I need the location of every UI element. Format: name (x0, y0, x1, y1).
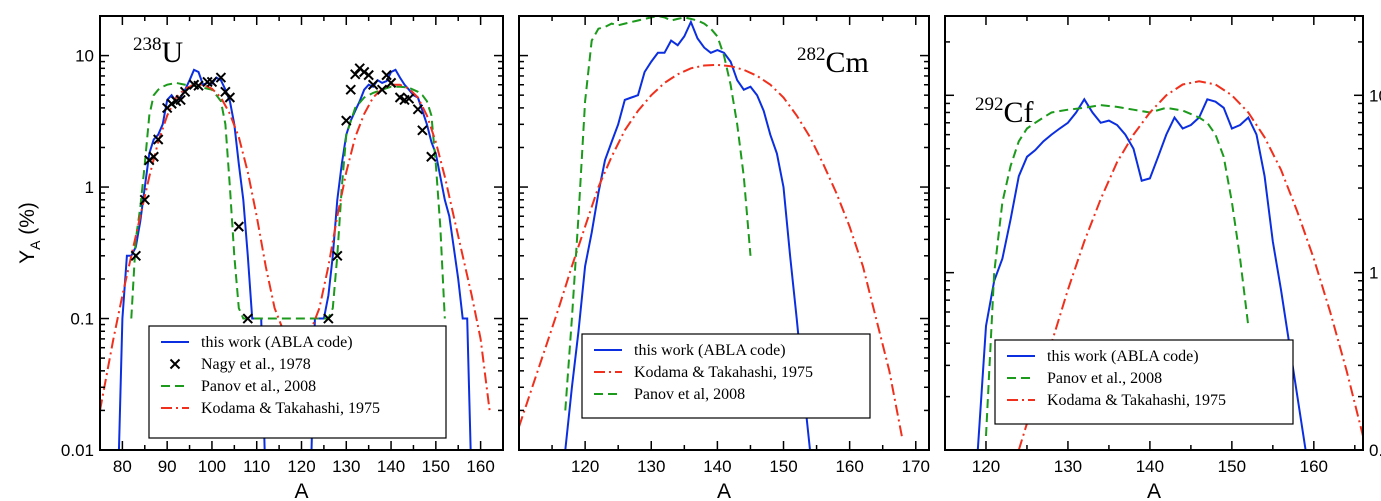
x-tick-label: 140 (1136, 457, 1164, 476)
legend: this work (ABLA code) Nagy et al., 1978 Pa… (148, 325, 447, 439)
plot-area (519, 16, 904, 450)
data-point-marker (215, 72, 227, 83)
x-axis-title: A (717, 480, 731, 501)
x-tick-label: 120 (972, 457, 1000, 476)
legend: this work (ABLA code) Kodama & Takahashi,… (581, 333, 871, 419)
legend-label: this work (ABLA code) (1047, 348, 1199, 365)
x-tick-label: 170 (902, 457, 930, 476)
series-line-3 (130, 81, 446, 320)
y-axis-title: YA (%) (16, 202, 43, 264)
data-point-marker (341, 115, 352, 126)
legend-label: this work (ABLA code) (634, 342, 786, 359)
x-tick-label: 80 (113, 457, 132, 476)
x-tick-label: 160 (466, 457, 494, 476)
x-tick-label: 130 (332, 457, 360, 476)
y-tick-label: 1 (1369, 264, 1378, 283)
x-tick-label: 150 (769, 457, 797, 476)
data-point-marker (367, 79, 379, 90)
series-line-2 (985, 104, 1250, 437)
data-point-marker (385, 77, 397, 89)
data-point-marker (381, 69, 392, 81)
series-line-2 (519, 63, 904, 440)
y-tick-label: 10 (1369, 86, 1381, 105)
x-tick-label: 130 (637, 457, 665, 476)
legend-label: this work (ABLA code) (201, 334, 353, 351)
series-line-1 (976, 97, 1307, 450)
data-point-marker (376, 84, 388, 95)
series-line-1 (564, 19, 811, 450)
data-point-marker (403, 93, 415, 104)
x-tick-label: 100 (198, 457, 226, 476)
plot-frame (944, 15, 1364, 451)
legend: this work (ABLA code) Panov et al., 2008 K… (994, 339, 1294, 425)
x-tick-label: 150 (422, 457, 450, 476)
x-tick-label: 160 (1300, 457, 1328, 476)
data-point-marker (224, 92, 236, 103)
x-tick-label: 110 (243, 457, 270, 476)
plot-frame (518, 15, 930, 451)
legend-box (148, 325, 447, 439)
data-point-marker (139, 194, 150, 206)
data-point-marker (233, 221, 245, 232)
x-tick-label: 90 (158, 457, 177, 476)
data-point-marker (345, 84, 356, 95)
legend-swatch (169, 358, 181, 370)
chart-panel-3: 120 130 140 150 160 A 0.1 1 10 292Cf this work (AB… (944, 15, 1381, 501)
legend-box (994, 339, 1294, 425)
x-tick-label: 140 (377, 457, 405, 476)
data-point-marker (417, 125, 428, 136)
data-point-marker (323, 313, 334, 324)
data-point-marker (332, 250, 343, 262)
data-point-marker (175, 94, 186, 106)
x-tick-label: 140 (703, 457, 731, 476)
legend-label: Panov et al., 2008 (201, 378, 316, 395)
series-line-3 (564, 16, 752, 411)
legend-label: Panov et al, 2008 (634, 386, 745, 403)
data-point-marker (426, 151, 437, 162)
x-axis-title: A (294, 480, 308, 501)
panel-label: 292Cf (975, 94, 1034, 129)
x-tick-label: 120 (571, 457, 599, 476)
data-point-marker (179, 86, 191, 98)
legend-box (581, 333, 871, 419)
y-tick-label: 0.1 (70, 310, 94, 329)
data-point-marker (242, 313, 253, 324)
y-tick-label: 1 (85, 178, 94, 197)
legend-label: Nagy et al., 1978 (201, 356, 311, 373)
y-tick-label: 0.01 (61, 441, 94, 460)
x-axis-title: A (1147, 480, 1161, 501)
data-point-marker (206, 76, 218, 88)
data-point-marker (363, 69, 374, 81)
data-point-marker (202, 76, 213, 88)
legend-label: Kodama & Takahashi, 1975 (634, 364, 813, 381)
data-point-marker (193, 80, 204, 91)
data-point-marker (153, 134, 164, 145)
x-tick-label: 160 (835, 457, 863, 476)
legend-label: Panov et al., 2008 (1047, 370, 1162, 387)
x-tick-label: 130 (1054, 457, 1082, 476)
data-point-marker (350, 69, 361, 80)
x-tick-label: 150 (1218, 457, 1246, 476)
legend-label: Kodama & Takahashi, 1975 (1047, 392, 1226, 409)
panel-label: 238U (133, 34, 184, 69)
y-tick-label: 10 (75, 47, 94, 66)
x-tick-label: 120 (287, 457, 315, 476)
legend-label: Kodama & Takahashi, 1975 (201, 400, 380, 417)
chart-panel-2: 120 130 140 150 160 170 A 282Cm this work (ABLA … (518, 15, 930, 501)
data-point-marker (130, 250, 142, 262)
data-point-marker (412, 104, 424, 115)
y-tick-label: 0.1 (1369, 441, 1381, 460)
data-point-marker (148, 151, 159, 162)
plot-area (976, 80, 1363, 450)
panel-label: 282Cm (797, 44, 869, 79)
series-line-3 (1017, 80, 1363, 450)
